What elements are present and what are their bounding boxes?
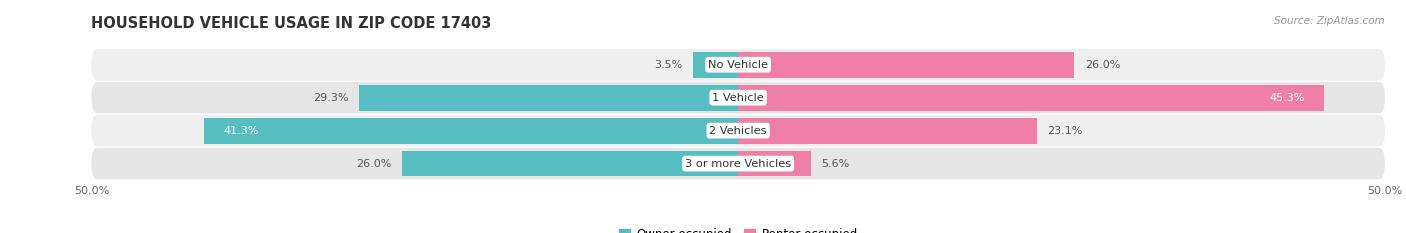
- Text: 29.3%: 29.3%: [314, 93, 349, 103]
- Text: 41.3%: 41.3%: [224, 126, 259, 136]
- Text: 1 Vehicle: 1 Vehicle: [713, 93, 763, 103]
- Text: HOUSEHOLD VEHICLE USAGE IN ZIP CODE 17403: HOUSEHOLD VEHICLE USAGE IN ZIP CODE 1740…: [91, 16, 492, 31]
- Text: 3 or more Vehicles: 3 or more Vehicles: [685, 159, 792, 169]
- FancyBboxPatch shape: [91, 49, 1385, 81]
- Text: 26.0%: 26.0%: [356, 159, 391, 169]
- Bar: [738, 151, 811, 176]
- FancyBboxPatch shape: [91, 82, 1385, 113]
- Text: 23.1%: 23.1%: [1047, 126, 1083, 136]
- Text: 3.5%: 3.5%: [654, 60, 682, 70]
- Legend: Owner-occupied, Renter-occupied: Owner-occupied, Renter-occupied: [614, 224, 862, 233]
- Bar: [738, 85, 1324, 110]
- Bar: [693, 52, 738, 78]
- Bar: [204, 118, 738, 144]
- Bar: [402, 151, 738, 176]
- Text: 5.6%: 5.6%: [821, 159, 849, 169]
- Text: Source: ZipAtlas.com: Source: ZipAtlas.com: [1274, 16, 1385, 26]
- FancyBboxPatch shape: [91, 115, 1385, 147]
- Text: 26.0%: 26.0%: [1085, 60, 1121, 70]
- Text: 45.3%: 45.3%: [1270, 93, 1305, 103]
- Bar: [738, 118, 1038, 144]
- Text: No Vehicle: No Vehicle: [709, 60, 768, 70]
- Bar: [738, 52, 1074, 78]
- FancyBboxPatch shape: [91, 148, 1385, 179]
- Bar: [359, 85, 738, 110]
- Text: 2 Vehicles: 2 Vehicles: [710, 126, 766, 136]
